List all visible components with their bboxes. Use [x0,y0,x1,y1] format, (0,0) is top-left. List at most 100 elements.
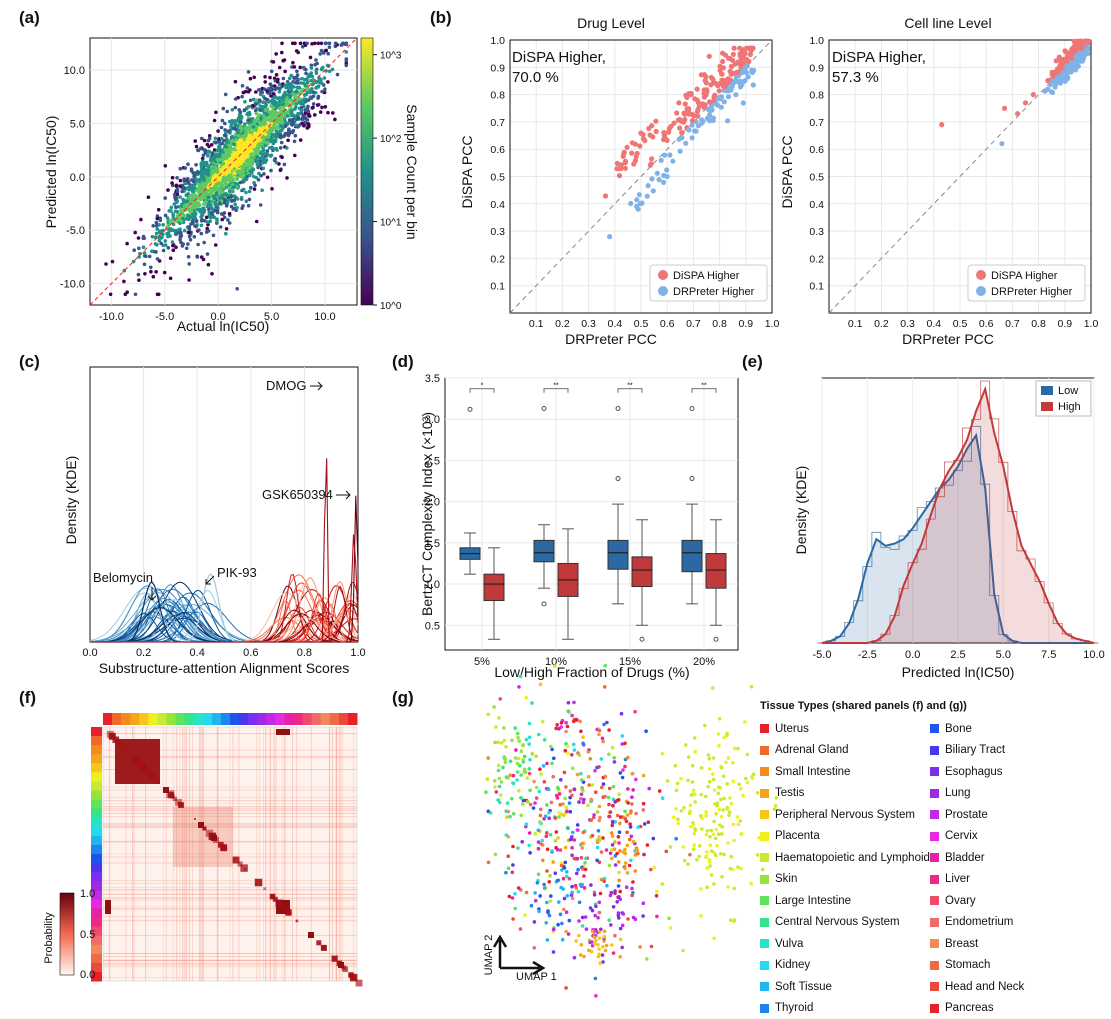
umap-point [551,775,555,779]
umap-point [565,870,569,874]
umap-point [536,881,540,885]
umap-point [596,916,600,920]
umap-point [626,813,630,817]
x-tick-label: 0.0 [905,649,920,661]
umap-point [655,894,659,898]
umap-point [564,986,568,990]
umap-point [559,848,563,852]
umap-point [706,829,710,833]
umap-point [552,950,556,954]
umap-point [597,953,601,957]
umap-point [647,787,651,791]
umap-point [575,718,579,722]
umap-point [511,917,515,921]
umap-point [700,793,704,797]
umap-point [548,880,552,884]
umap-point [580,856,584,860]
umap-point [619,927,623,931]
legend-swatch-high [1041,402,1053,411]
legend-item-low: Low [1058,385,1078,397]
umap-point [676,822,680,826]
umap-point [556,796,560,800]
umap-point [675,789,679,793]
umap-point [557,815,561,819]
umap-point [538,820,542,824]
umap-point [528,789,532,793]
legend-swatch [760,1004,769,1013]
umap-point [717,791,721,795]
umap-point [692,823,696,827]
umap-point [593,769,597,773]
umap-point [497,769,501,773]
umap-point [609,923,613,927]
umap-point [554,816,558,820]
umap-point [526,800,530,804]
umap-point [607,918,611,922]
umap-point [617,871,621,875]
umap-point [603,935,607,939]
umap-point [550,849,554,853]
umap-point [642,901,646,905]
legend-label: Small Intestine [775,766,850,778]
umap-point [626,871,630,875]
umap-point [604,664,608,668]
umap-point [674,807,678,811]
umap-point [653,866,657,870]
umap-point [528,831,532,835]
umap-point [486,756,490,760]
umap-point [661,796,665,800]
umap-point [705,885,709,889]
legend-title: Tissue Types (shared panels (f) and (g)) [760,700,1100,712]
legend-item: Bladder [930,847,1100,869]
umap-point [519,675,523,679]
umap-point [486,777,490,781]
umap-point [731,780,735,784]
umap-point [730,855,734,859]
umap-point [586,804,590,808]
umap-point [591,909,595,913]
umap-point [504,809,508,813]
umap-point [574,939,578,943]
umap-point [693,793,697,797]
umap-point [521,758,525,762]
umap-point [600,757,604,761]
umap-point [593,942,597,946]
umap-point [642,853,646,857]
umap-point [718,823,722,827]
umap-point [487,861,491,865]
umap-point [547,788,551,792]
umap-point [625,885,629,889]
umap-point [631,788,635,792]
umap-point [613,760,617,764]
umap-point [551,860,555,864]
umap-point [601,836,605,840]
umap-point [578,720,582,724]
umap-point [596,943,600,947]
umap-point [638,945,642,949]
umap-point [669,845,673,849]
umap-point [731,761,735,765]
umap-point [611,843,615,847]
umap-point [576,857,580,861]
umap-point [570,846,574,850]
umap-point [717,833,721,837]
umap-point [619,771,623,775]
legend-label: Vulva [775,938,803,950]
umap-point [576,868,580,872]
umap-point [605,884,609,888]
umap-point [676,782,680,786]
umap-point [567,701,571,705]
legend-label: Prostate [945,809,988,821]
umap-point [533,801,537,805]
umap-point [621,734,625,738]
umap-point [684,743,688,747]
umap-point [562,908,566,912]
umap-point [581,883,585,887]
umap-point [528,758,532,762]
umap-point [517,757,521,761]
umap-point [705,850,709,854]
umap-point [715,804,719,808]
umap-point [581,831,585,835]
umap-point [493,785,497,789]
legend-label: Esophagus [945,766,1003,778]
